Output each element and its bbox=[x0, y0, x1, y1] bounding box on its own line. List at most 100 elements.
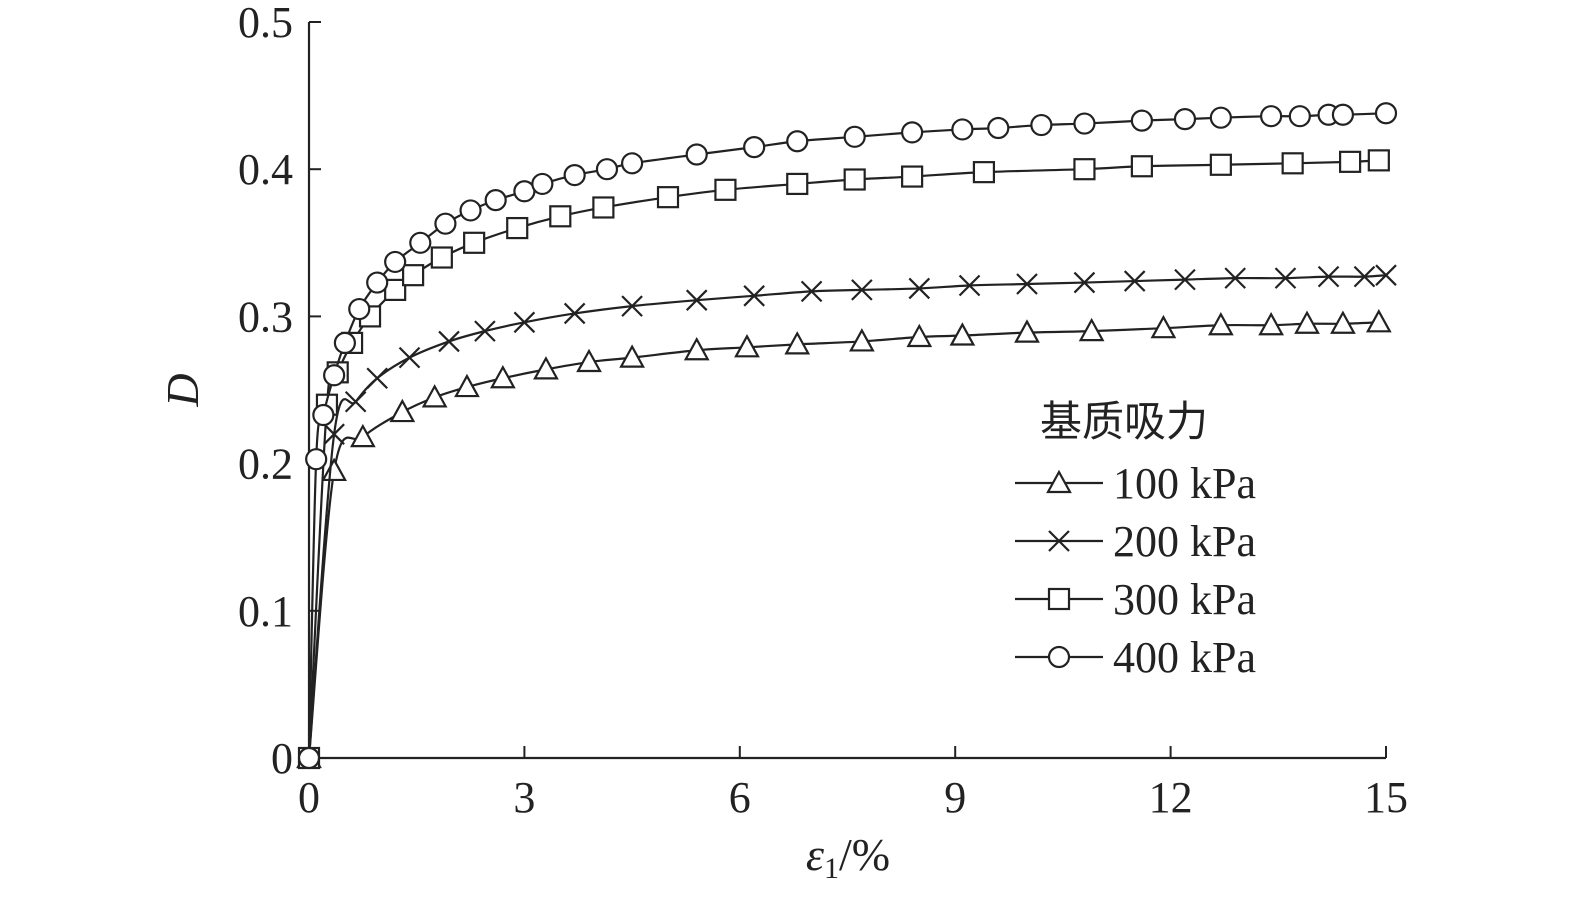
data-point bbox=[513, 311, 536, 334]
data-point bbox=[549, 205, 572, 228]
data-point bbox=[800, 280, 823, 303]
data-point bbox=[1173, 108, 1197, 131]
data-point bbox=[972, 161, 996, 184]
legend-item: 100 kPa bbox=[1015, 459, 1256, 508]
data-point bbox=[908, 277, 931, 300]
x-tick-label: 9 bbox=[944, 773, 966, 822]
legend-marker bbox=[1046, 469, 1072, 494]
data-point bbox=[1123, 270, 1146, 292]
data-point bbox=[743, 285, 765, 307]
legend-marker bbox=[1047, 587, 1071, 611]
data-point bbox=[454, 373, 480, 398]
y-tick-label: 0.5 bbox=[238, 0, 293, 47]
data-point bbox=[1130, 109, 1153, 132]
axes bbox=[307, 22, 1386, 760]
data-point bbox=[1016, 273, 1038, 295]
data-point bbox=[848, 328, 875, 352]
y-tick-label: 0.4 bbox=[238, 145, 293, 194]
x-tick-label: 12 bbox=[1149, 773, 1193, 822]
data-point bbox=[563, 302, 586, 325]
data-point bbox=[987, 116, 1010, 140]
data-point bbox=[398, 346, 421, 369]
data-point bbox=[621, 295, 643, 317]
data-point bbox=[843, 125, 866, 148]
data-point bbox=[714, 178, 737, 201]
data-point bbox=[786, 172, 809, 196]
data-point bbox=[619, 344, 645, 368]
data-point bbox=[430, 246, 453, 269]
data-point bbox=[743, 136, 766, 159]
data-point bbox=[1260, 105, 1283, 128]
data-point bbox=[1030, 113, 1053, 137]
y-tick-label: 0 bbox=[271, 734, 293, 783]
data-point bbox=[434, 212, 457, 235]
data-point bbox=[1294, 310, 1320, 334]
legend-item: 300 kPa bbox=[1015, 575, 1256, 624]
data-point bbox=[489, 364, 516, 389]
data-point bbox=[595, 158, 619, 181]
legend-marker bbox=[1047, 645, 1071, 669]
data-point bbox=[366, 271, 389, 294]
data-point bbox=[1288, 105, 1311, 128]
data-point bbox=[1078, 317, 1105, 342]
data-point bbox=[323, 364, 346, 387]
data-point bbox=[958, 274, 981, 297]
data-point bbox=[323, 423, 345, 445]
x-axis-title-subscript: 1 bbox=[824, 852, 839, 885]
data-point bbox=[531, 172, 554, 196]
data-point bbox=[1281, 152, 1304, 175]
x-tick-label: 6 bbox=[729, 773, 751, 822]
data-point bbox=[1365, 309, 1392, 333]
data-point bbox=[366, 367, 388, 390]
data-point bbox=[784, 331, 811, 355]
data-point bbox=[1209, 153, 1232, 176]
data-point bbox=[1375, 264, 1397, 286]
data-point bbox=[901, 165, 924, 188]
data-point bbox=[786, 130, 809, 153]
data-point bbox=[463, 231, 486, 254]
legend-marker bbox=[1048, 530, 1070, 552]
legend-item: 200 kPa bbox=[1015, 517, 1256, 566]
data-point bbox=[685, 143, 708, 166]
data-point bbox=[1014, 319, 1040, 343]
data-point bbox=[312, 403, 335, 427]
data-point bbox=[1209, 106, 1232, 129]
data-point bbox=[620, 152, 644, 175]
legend-item: 400 kPa bbox=[1015, 633, 1256, 682]
data-point bbox=[1330, 310, 1356, 334]
y-ticks: 0 0.1 0.2 0.3 0.4 0.5 bbox=[238, 0, 321, 783]
data-point bbox=[1073, 158, 1096, 181]
legend-label: 200 kPa bbox=[1113, 517, 1256, 566]
data-point bbox=[1207, 311, 1234, 336]
data-point bbox=[344, 390, 367, 413]
data-point bbox=[484, 189, 507, 212]
data-point bbox=[851, 279, 873, 301]
data-point bbox=[843, 168, 866, 191]
legend-label: 300 kPa bbox=[1113, 575, 1256, 624]
data-point bbox=[1367, 149, 1390, 172]
data-point bbox=[384, 250, 407, 274]
data-point bbox=[906, 323, 933, 348]
y-axis-title: D bbox=[157, 373, 208, 407]
x-axis-title-symbol: ε bbox=[806, 829, 825, 880]
data-point bbox=[683, 336, 710, 361]
data-point bbox=[685, 289, 708, 311]
data-point bbox=[402, 264, 425, 287]
data-point bbox=[459, 199, 482, 222]
legend-label: 400 kPa bbox=[1113, 633, 1256, 682]
data-point bbox=[305, 448, 328, 471]
x-axis-title: ε1/% bbox=[806, 829, 890, 885]
data-point bbox=[474, 320, 496, 342]
legend: 基质吸力 100 kPa 200 kPa 300 kPa 400 kPa bbox=[1015, 397, 1256, 682]
y-tick-label: 0.2 bbox=[238, 440, 293, 489]
data-point bbox=[1258, 311, 1284, 336]
data-point bbox=[1317, 265, 1340, 288]
data-point bbox=[1073, 112, 1096, 135]
data-point bbox=[409, 231, 432, 254]
data-point bbox=[563, 163, 586, 187]
data-point bbox=[1274, 267, 1297, 289]
data-point bbox=[297, 746, 321, 770]
y-tick-label: 0.1 bbox=[238, 587, 293, 636]
y-tick-label: 0.3 bbox=[238, 292, 293, 341]
series-x bbox=[298, 264, 1397, 769]
